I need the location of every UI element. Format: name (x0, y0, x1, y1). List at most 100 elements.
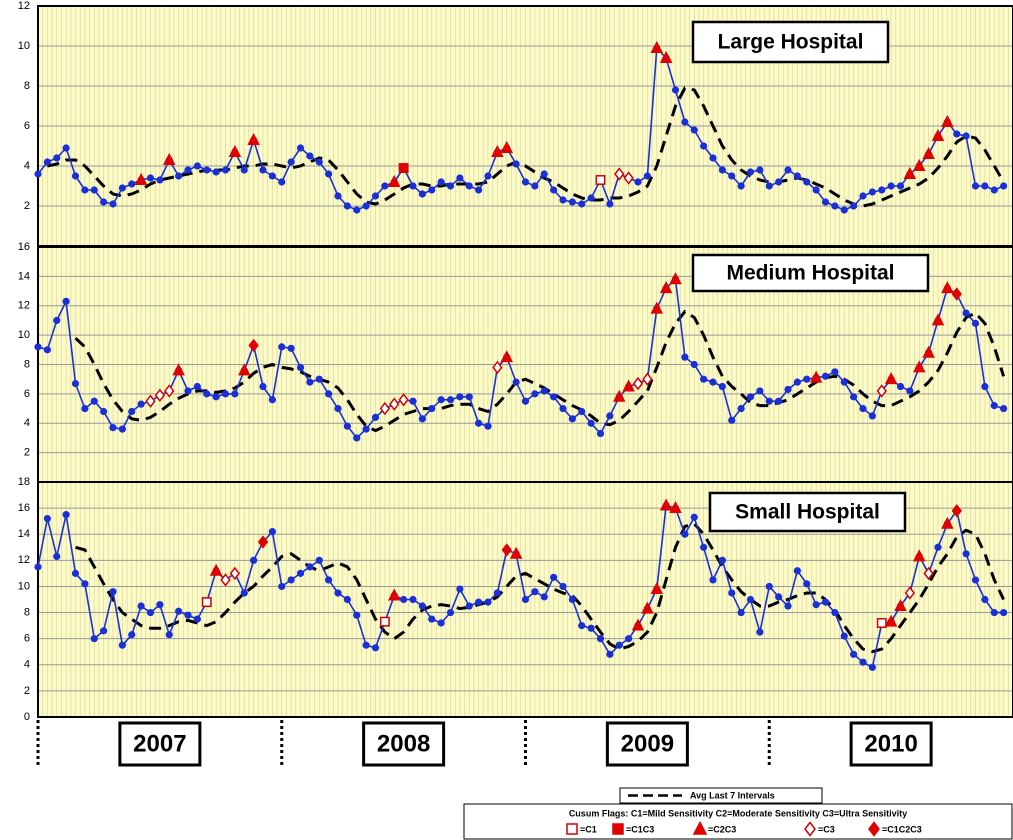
data-point (296, 363, 305, 372)
data-point (1000, 608, 1008, 617)
flag-marker (612, 823, 624, 835)
data-point (475, 419, 483, 427)
x-tick-label: 2010 (864, 730, 917, 757)
flag-marker (951, 287, 962, 301)
data-point (962, 309, 970, 317)
data-point (521, 595, 530, 604)
data-point (409, 397, 417, 405)
data-point (268, 528, 276, 536)
y-tick-label: 12 (18, 300, 30, 312)
data-point (728, 589, 736, 597)
data-point (109, 588, 117, 596)
data-point (746, 168, 755, 176)
data-point (512, 160, 520, 168)
data-point (418, 415, 426, 423)
data-point (625, 635, 633, 643)
flag-marker (154, 388, 166, 403)
data-point (878, 186, 886, 194)
y-tick-label: 16 (18, 502, 30, 514)
panel-title-box (708, 491, 907, 533)
y-tick-label: 2 (24, 685, 30, 697)
flag-marker (379, 616, 390, 627)
flag-marker (500, 140, 514, 153)
flag-marker (379, 401, 391, 416)
data-point (118, 425, 126, 433)
data-point (831, 202, 839, 210)
year-box (849, 721, 933, 767)
data-point (550, 573, 558, 581)
data-point (784, 602, 792, 610)
flag-marker (650, 581, 664, 595)
flag-marker (509, 546, 523, 559)
panel-title: Large Hospital (718, 31, 864, 54)
data-point (756, 387, 764, 395)
data-point (43, 158, 51, 166)
flag-marker (145, 394, 156, 408)
data-point (568, 415, 576, 423)
data-point (446, 182, 455, 190)
data-point (1000, 182, 1008, 190)
x-tick-label: 2009 (621, 730, 674, 757)
data-point (700, 543, 708, 551)
data-point (746, 595, 755, 604)
data-point (240, 166, 248, 174)
data-point (315, 556, 323, 564)
data-point (118, 641, 126, 649)
data-point (765, 182, 773, 190)
data-point (775, 178, 783, 186)
data-point (268, 396, 276, 404)
y-tick-label: 14 (18, 528, 30, 540)
data-point (193, 382, 201, 391)
data-point (353, 611, 361, 619)
flag-marker (894, 598, 907, 611)
data-point (128, 407, 136, 416)
data-point (184, 387, 192, 395)
data-point (203, 166, 211, 174)
legend-label: =C1 (580, 824, 597, 834)
data-point (437, 619, 445, 627)
data-point (465, 602, 473, 610)
data-point (418, 190, 426, 198)
data-point (868, 663, 876, 671)
flag-marker (632, 376, 644, 391)
data-point (343, 595, 351, 604)
y-tick-label: 4 (24, 160, 30, 172)
data-point (53, 316, 61, 325)
data-point (475, 598, 483, 606)
flag-marker (209, 563, 223, 576)
data-point (990, 402, 998, 410)
data-point (371, 644, 380, 652)
data-point (540, 170, 548, 178)
data-point (259, 382, 267, 391)
data-point (446, 396, 455, 404)
data-point (437, 178, 445, 186)
data-point (315, 158, 323, 166)
data-point (850, 650, 858, 658)
data-point (184, 166, 192, 174)
data-point (737, 404, 745, 413)
flag-marker (809, 370, 823, 383)
data-point (756, 166, 764, 174)
flag-marker (659, 281, 673, 294)
data-point (859, 192, 867, 200)
data-point (540, 387, 548, 395)
flag-marker (566, 823, 578, 835)
data-point (278, 343, 286, 351)
data-point (737, 608, 745, 617)
data-point (531, 588, 539, 596)
data-point (371, 413, 380, 421)
data-point (71, 172, 80, 180)
data-point (971, 182, 980, 190)
data-point (812, 601, 820, 609)
flag-marker (134, 172, 148, 185)
flag-marker (491, 144, 504, 157)
flag-marker (922, 345, 935, 358)
data-point (34, 343, 42, 351)
data-point (568, 595, 576, 604)
data-point (156, 601, 164, 609)
data-point (109, 200, 117, 208)
data-point (578, 622, 586, 630)
data-point (775, 397, 783, 405)
data-point (681, 118, 689, 126)
data-point (109, 424, 117, 432)
